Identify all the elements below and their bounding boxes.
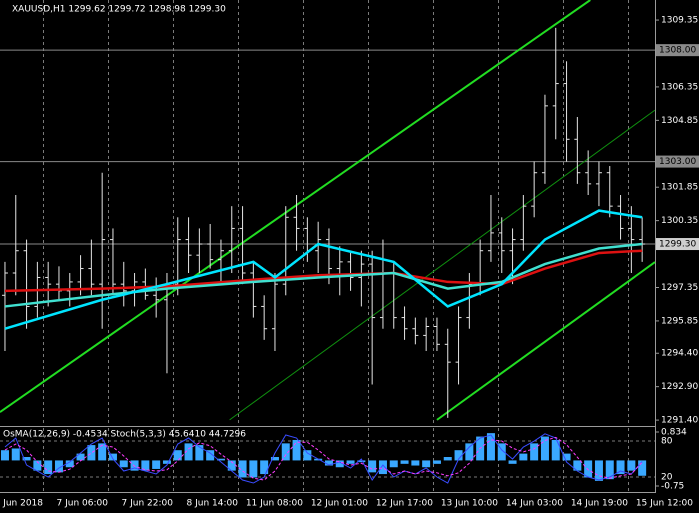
chart-title: XAUUSD,H1 1299.62 1299.72 1298.98 1299.3…: [12, 5, 226, 15]
plot-layer: [0, 0, 656, 492]
osma-bar: [238, 460, 247, 478]
osma-bar: [303, 450, 312, 461]
osma-bar: [573, 460, 582, 471]
osma-bar: [562, 453, 571, 461]
osma-bar: [616, 460, 625, 475]
osma-bar: [551, 439, 560, 461]
moving-average: [4, 242, 643, 308]
x-tick-label: 11 Jun 08:00: [246, 499, 303, 509]
y-tick-label: 1300.35: [661, 216, 698, 226]
osma-bar: [292, 439, 301, 461]
osma-bar: [260, 460, 269, 475]
osma-bar: [530, 443, 539, 461]
x-tick-label: 7 Jun 22:00: [122, 499, 174, 509]
osma-bar: [638, 460, 647, 476]
osma-bar: [389, 460, 398, 468]
moving-average: [4, 209, 643, 330]
osma-bar: [594, 460, 603, 481]
osma-bar: [249, 460, 258, 478]
x-tick-label: 12 Jun 17:00: [376, 499, 433, 509]
y-tick-label: 1309.35: [661, 16, 698, 26]
x-tick-label: 15 Jun 12:00: [636, 499, 693, 509]
osma-bar: [173, 450, 182, 461]
x-tick-label: 12 Jun 01:00: [311, 499, 368, 509]
osma-bar: [108, 453, 117, 461]
osma-bar: [162, 460, 171, 464]
osma-bar: [152, 460, 161, 469]
osma-bar: [216, 458, 225, 461]
osma-bar: [454, 450, 463, 461]
trend-line: [229, 109, 656, 421]
level-label: 1308.00: [659, 46, 696, 56]
y-tick-label: 1301.85: [661, 183, 698, 193]
y-tick-label: 1297.35: [661, 283, 698, 293]
osma-bar: [11, 448, 20, 461]
osma-bar: [44, 460, 53, 475]
level-label: 1299.30: [659, 240, 696, 250]
level-label-box: [656, 44, 699, 57]
osma-bar: [324, 460, 333, 466]
osma-bar: [33, 460, 42, 471]
x-tick-label: 14 Jun 03:00: [506, 499, 563, 509]
osma-bar: [584, 460, 593, 478]
osma-bar: [497, 443, 506, 461]
osma-bar: [119, 460, 128, 468]
osma-bar: [508, 460, 517, 464]
osma-bar: [519, 453, 528, 461]
osma-bar: [206, 450, 215, 461]
x-tick-label: 7 Jun 06:00: [57, 499, 109, 509]
osma-bar: [98, 443, 107, 461]
y-tick-label: 1306.35: [661, 82, 698, 92]
x-tick-label: 6 Jun 2018: [0, 499, 43, 509]
osma-bar: [357, 460, 366, 463]
osma-bar: [0, 450, 9, 461]
level-label-box: [656, 238, 699, 251]
y-tick-label: 1294.40: [661, 349, 698, 359]
x-tick-label: 13 Jun 10:00: [441, 499, 498, 509]
osma-bar: [54, 460, 63, 473]
osma-bar: [432, 460, 441, 464]
osma-bar: [65, 460, 74, 468]
osma-bar: [22, 457, 31, 461]
osma-bar: [422, 460, 431, 468]
osma-bar: [281, 443, 290, 461]
osma-bar: [335, 460, 344, 468]
osma-bar: [627, 460, 636, 471]
osma-bar: [486, 433, 495, 461]
osma-bar: [76, 453, 85, 461]
osma-bar: [184, 443, 193, 461]
y-tick-label: 1304.85: [661, 116, 698, 126]
osma-bar: [141, 460, 150, 471]
y2-tick-label: 20: [661, 473, 673, 483]
x-tick-label: 8 Jun 14:00: [187, 499, 239, 509]
osma-bar: [195, 445, 204, 461]
y-tick-label: 1291.40: [661, 416, 698, 426]
osma-bar: [443, 457, 452, 461]
x-tick-label: 14 Jun 19:00: [571, 499, 628, 509]
trend-line: [0, 0, 591, 413]
osma-bar: [87, 445, 96, 461]
osma-bar: [411, 460, 420, 466]
y-tick-label: 0.834: [661, 427, 687, 437]
osma-bar: [465, 443, 474, 461]
trend-line: [436, 261, 656, 421]
indicator-title: OsMA(12,26,9) -0.4534 Stoch(5,3,3) 45.64…: [3, 430, 246, 440]
y-tick-label: 1292.90: [661, 382, 698, 392]
y-tick-label: 1295.85: [661, 316, 698, 326]
osma-bar: [605, 460, 614, 480]
osma-bar: [368, 460, 377, 473]
osma-bar: [378, 460, 387, 475]
y2-tick-label: 80: [661, 437, 673, 447]
osma-bar: [400, 460, 409, 464]
level-label: 1303.00: [659, 157, 696, 167]
y-tick-label: -0.75: [661, 481, 684, 491]
stoch-line: [4, 433, 643, 484]
osma-bar: [227, 460, 236, 471]
stoch-line: [4, 436, 643, 481]
osma-bar: [270, 457, 279, 461]
osma-bar: [540, 436, 549, 461]
osma-bar: [346, 460, 355, 464]
level-label-box: [656, 155, 699, 168]
